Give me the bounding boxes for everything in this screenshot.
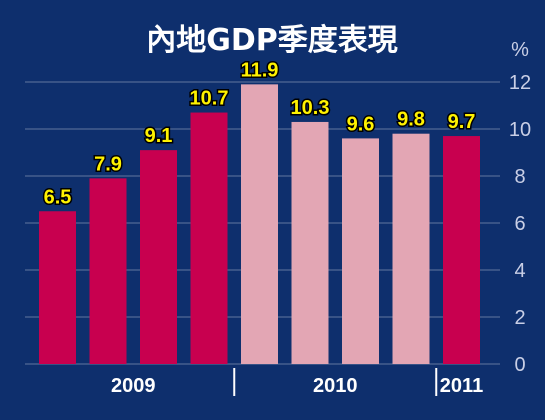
data-label: 9.6 (347, 113, 375, 135)
y-tick-label: 12 (509, 72, 531, 94)
y-tick-label: 6 (514, 213, 525, 235)
y-axis-ticks: 0 2 4 6 8 10 12 (509, 72, 531, 376)
y-tick-label: 8 (514, 166, 525, 188)
bar (190, 112, 228, 364)
bar (89, 178, 127, 364)
y-tick-label: 4 (514, 260, 525, 282)
year-group-label: 2009 (111, 375, 156, 397)
y-unit-label: % (511, 39, 529, 61)
data-label: 6.5 (44, 186, 72, 208)
bar (342, 138, 379, 364)
bar (39, 211, 76, 364)
data-label: 7.9 (94, 153, 122, 175)
bar (241, 84, 278, 364)
x-axis-year-groups: 2009 2010 2011 (111, 368, 483, 397)
data-label: 9.8 (397, 109, 425, 131)
year-group-label: 2011 (440, 375, 483, 397)
y-tick-label: 2 (514, 307, 525, 329)
y-tick-label: 0 (514, 354, 525, 376)
data-label: 10.3 (291, 97, 330, 119)
year-group-label: 2010 (313, 375, 358, 397)
bar (443, 136, 480, 364)
y-tick-label: 10 (509, 119, 531, 141)
data-label: 9.7 (448, 111, 476, 133)
data-label: 9.1 (145, 125, 173, 147)
data-labels: 6.5 7.9 9.1 10.7 11.9 10.3 9.6 9.8 9.7 (42, 58, 477, 210)
data-label: 10.7 (190, 88, 229, 110)
bar (140, 150, 177, 364)
bar (291, 121, 329, 364)
bar (392, 133, 430, 364)
bars (39, 84, 480, 364)
data-label: 11.9 (241, 59, 279, 81)
chart-title: 內地GDP季度表現 (146, 23, 398, 58)
